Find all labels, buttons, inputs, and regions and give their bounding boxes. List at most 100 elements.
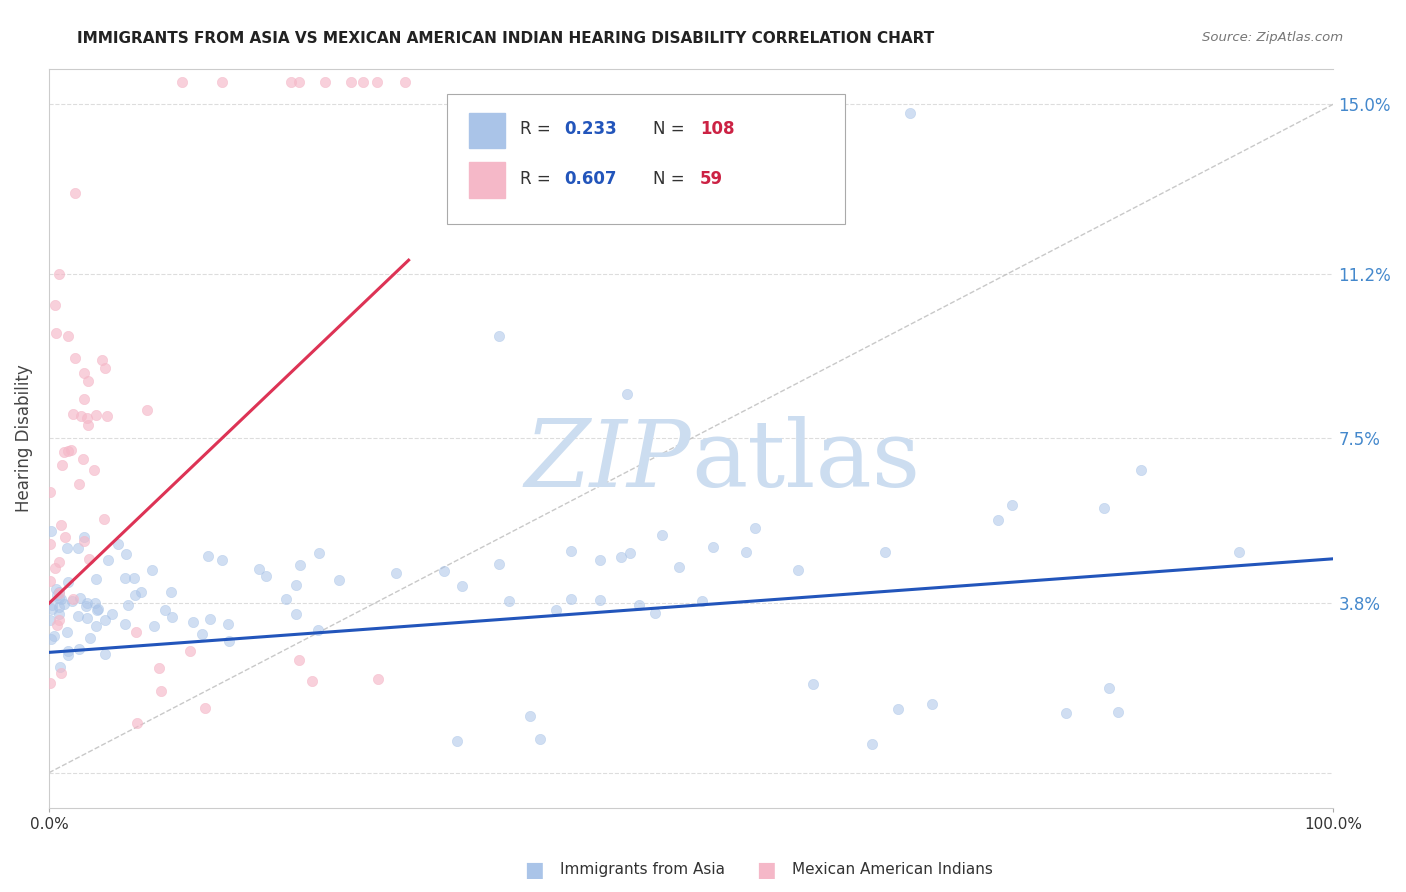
Point	[498, 594, 520, 608]
Point	[84, 408, 107, 422]
Point	[1097, 681, 1119, 695]
Point	[53, 530, 76, 544]
Point	[79, 631, 101, 645]
Point	[366, 75, 388, 89]
Point	[67, 642, 90, 657]
Point	[94, 613, 117, 627]
Point	[519, 708, 541, 723]
Point	[136, 403, 159, 417]
Text: atlas: atlas	[692, 416, 921, 506]
Point	[86, 603, 108, 617]
Point	[627, 599, 650, 613]
Point	[488, 329, 510, 343]
Point	[51, 591, 73, 606]
Point	[651, 528, 673, 542]
Point	[328, 573, 350, 587]
Point	[45, 326, 67, 340]
Point	[544, 603, 567, 617]
Point	[254, 569, 277, 583]
Point	[367, 672, 389, 686]
Point	[211, 75, 233, 89]
Point	[39, 632, 62, 646]
Point	[142, 619, 165, 633]
Text: ■: ■	[524, 860, 544, 880]
Point	[690, 594, 713, 608]
Point	[84, 572, 107, 586]
Point	[644, 606, 666, 620]
Point	[62, 407, 84, 421]
Text: R =: R =	[520, 169, 557, 187]
Point	[55, 541, 77, 555]
Point	[122, 571, 145, 585]
Point	[48, 591, 70, 605]
Point	[56, 574, 79, 589]
Point	[159, 584, 181, 599]
Point	[39, 537, 62, 551]
Point	[1129, 463, 1152, 477]
Text: 108: 108	[700, 120, 735, 138]
Point	[217, 617, 239, 632]
Point	[285, 607, 308, 622]
Point	[39, 675, 62, 690]
Point	[48, 607, 70, 622]
Point	[101, 607, 124, 621]
Point	[744, 520, 766, 534]
Text: 59: 59	[700, 169, 723, 187]
Point	[873, 545, 896, 559]
Text: ZIP: ZIP	[524, 416, 692, 506]
Point	[55, 624, 77, 639]
Point	[67, 476, 90, 491]
Point	[702, 540, 724, 554]
Text: Source: ZipAtlas.com: Source: ZipAtlas.com	[1202, 31, 1343, 45]
Text: N =: N =	[652, 120, 689, 138]
Point	[616, 387, 638, 401]
Point	[488, 557, 510, 571]
Point	[48, 555, 70, 569]
Point	[280, 75, 302, 89]
Point	[314, 75, 336, 89]
Point	[39, 613, 62, 627]
Point	[84, 619, 107, 633]
Point	[46, 618, 69, 632]
Point	[45, 588, 67, 602]
Point	[49, 518, 72, 533]
Point	[62, 593, 84, 607]
Text: 0.233: 0.233	[564, 120, 617, 138]
Point	[66, 609, 89, 624]
Point	[1227, 544, 1250, 558]
Point	[801, 677, 824, 691]
Point	[48, 585, 70, 599]
Point	[48, 599, 70, 614]
Text: IMMIGRANTS FROM ASIA VS MEXICAN AMERICAN INDIAN HEARING DISABILITY CORRELATION C: IMMIGRANTS FROM ASIA VS MEXICAN AMERICAN…	[77, 31, 935, 46]
Bar	[470, 113, 505, 148]
Point	[77, 374, 100, 388]
Text: ■: ■	[756, 860, 776, 880]
Point	[44, 298, 66, 312]
Point	[198, 612, 221, 626]
Point	[93, 512, 115, 526]
Point	[451, 579, 474, 593]
Point	[127, 715, 149, 730]
Point	[218, 634, 240, 648]
Point	[276, 592, 298, 607]
Point	[285, 578, 308, 592]
Point	[308, 546, 330, 560]
Point	[63, 351, 86, 366]
Point	[53, 597, 76, 611]
Point	[1107, 706, 1129, 720]
Point	[148, 661, 170, 675]
Point	[898, 106, 921, 120]
Point	[668, 559, 690, 574]
Point	[49, 666, 72, 681]
Point	[72, 534, 94, 549]
Point	[886, 702, 908, 716]
Bar	[470, 162, 505, 198]
Point	[433, 564, 456, 578]
Point	[619, 546, 641, 560]
Point	[94, 647, 117, 661]
Point	[76, 418, 98, 433]
Point	[340, 75, 363, 89]
Point	[76, 411, 98, 425]
Point	[1001, 498, 1024, 512]
Point	[48, 613, 70, 627]
